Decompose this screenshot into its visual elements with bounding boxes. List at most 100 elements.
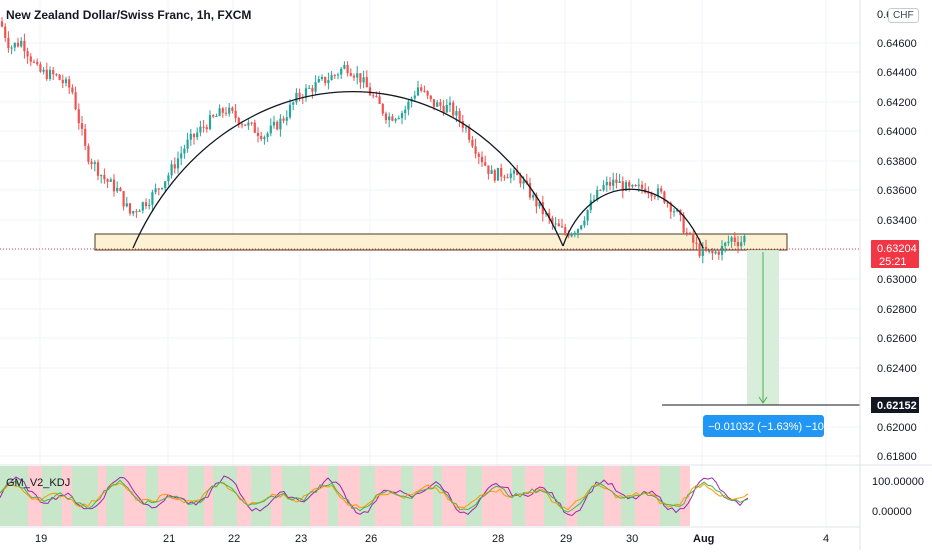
candle-body <box>340 68 343 75</box>
indicator-band-bear <box>310 466 328 526</box>
candle-body <box>551 217 554 224</box>
candle-body <box>7 37 10 49</box>
candle-body <box>52 70 55 75</box>
candle-body <box>714 251 717 254</box>
candle-body <box>151 192 154 205</box>
candle-body <box>138 210 141 212</box>
indicator-line-j <box>0 475 749 517</box>
candle-body <box>45 69 48 80</box>
candle-body <box>564 227 567 234</box>
candle-body <box>704 247 708 251</box>
candle-body <box>42 69 45 72</box>
candle-body <box>330 75 333 81</box>
candle-body <box>727 241 730 243</box>
indicator-band-bull <box>146 466 158 526</box>
price-tick: 0.63600 <box>877 185 917 197</box>
support-zone-rect[interactable] <box>94 233 788 251</box>
price-tick: 0.64600 <box>877 38 917 50</box>
candle-body <box>557 223 560 227</box>
candle-body <box>48 70 52 80</box>
time-tick: 26 <box>365 533 377 545</box>
time-tick: 28 <box>492 533 504 545</box>
candle-body <box>736 241 740 247</box>
measure-text: −0.01032 (−1.63%) −103.2 <box>708 421 839 433</box>
candle-body <box>394 118 397 121</box>
candle-body <box>260 135 263 140</box>
price-tick: 0.62800 <box>877 304 917 316</box>
candle-body <box>244 124 247 126</box>
candle-body <box>250 122 253 124</box>
price-tick: 0.62600 <box>877 333 917 345</box>
candle-body <box>580 225 583 230</box>
candle-body <box>39 64 42 72</box>
candle-body <box>541 202 544 215</box>
candle-body <box>500 167 503 177</box>
symbol-title[interactable]: New Zealand Dollar/Swiss Franc, 1h, FXCM <box>6 8 252 22</box>
candle-body <box>368 87 372 96</box>
candle-body <box>509 173 512 178</box>
candle-body <box>58 74 61 80</box>
indicator-tick: 100.00000 <box>872 476 924 488</box>
indicator-band-bull <box>0 466 28 526</box>
time-tick: 22 <box>228 533 240 545</box>
candle-body <box>247 122 250 126</box>
candle-body <box>660 188 663 192</box>
candle-body <box>64 79 68 84</box>
candle-body <box>295 92 298 103</box>
candle-body <box>426 91 429 96</box>
indicator-title[interactable]: GM_V2_KDJ <box>6 477 71 489</box>
candle-body <box>16 42 20 47</box>
candle-body <box>653 196 656 198</box>
candle-body <box>336 74 340 76</box>
candle-body <box>458 111 461 122</box>
candle-body <box>381 103 384 114</box>
candle-body <box>730 237 733 242</box>
candle-body <box>74 92 77 110</box>
indicator-band-bull <box>328 466 338 526</box>
candle-body <box>215 115 218 117</box>
candle-body <box>173 164 176 169</box>
indicator-band-bear <box>413 466 433 526</box>
time-axis[interactable]: 19 21 22 23 26 28 29 30 Aug 4 <box>35 533 829 545</box>
candle-body <box>160 188 164 190</box>
candle-body <box>176 158 180 169</box>
candle-body <box>388 116 391 121</box>
candle-body <box>237 118 240 125</box>
candle-body <box>487 165 490 174</box>
indicator-band-bull <box>72 466 98 526</box>
time-tick: Aug <box>693 533 714 545</box>
indicator-band-bear <box>566 466 577 526</box>
candle-body <box>567 233 570 237</box>
small-arc-drawing[interactable] <box>562 188 704 249</box>
candle-body <box>71 87 74 93</box>
candle-body <box>282 118 285 121</box>
candle-body <box>720 245 724 255</box>
candle-body <box>199 126 202 133</box>
candle-body <box>90 161 93 164</box>
price-axis[interactable]: 0.6 0.64600 0.64400 0.64200 0.64000 0.63… <box>872 9 924 518</box>
currency-badge[interactable]: CHF <box>888 8 919 23</box>
candle-body <box>640 184 644 189</box>
candle-body <box>292 102 295 105</box>
candle-body <box>506 177 509 179</box>
candle-body <box>180 153 183 159</box>
candle-body <box>695 242 698 244</box>
candle-body <box>157 188 160 190</box>
candle-body <box>36 61 39 65</box>
candle-body <box>621 181 624 191</box>
big-arc-drawing[interactable] <box>132 91 564 249</box>
candle-body <box>432 99 436 107</box>
candle-body <box>10 47 13 49</box>
candle-body <box>717 251 720 255</box>
candle-body <box>445 104 448 113</box>
candle-body <box>116 187 119 192</box>
candle-body <box>164 181 167 189</box>
candle-body <box>532 194 535 198</box>
candle-body <box>189 133 192 140</box>
price-tick: 0.62000 <box>877 422 917 434</box>
candle-body <box>365 77 368 88</box>
indicator-band-bull <box>433 466 442 526</box>
candle-body <box>372 95 375 97</box>
